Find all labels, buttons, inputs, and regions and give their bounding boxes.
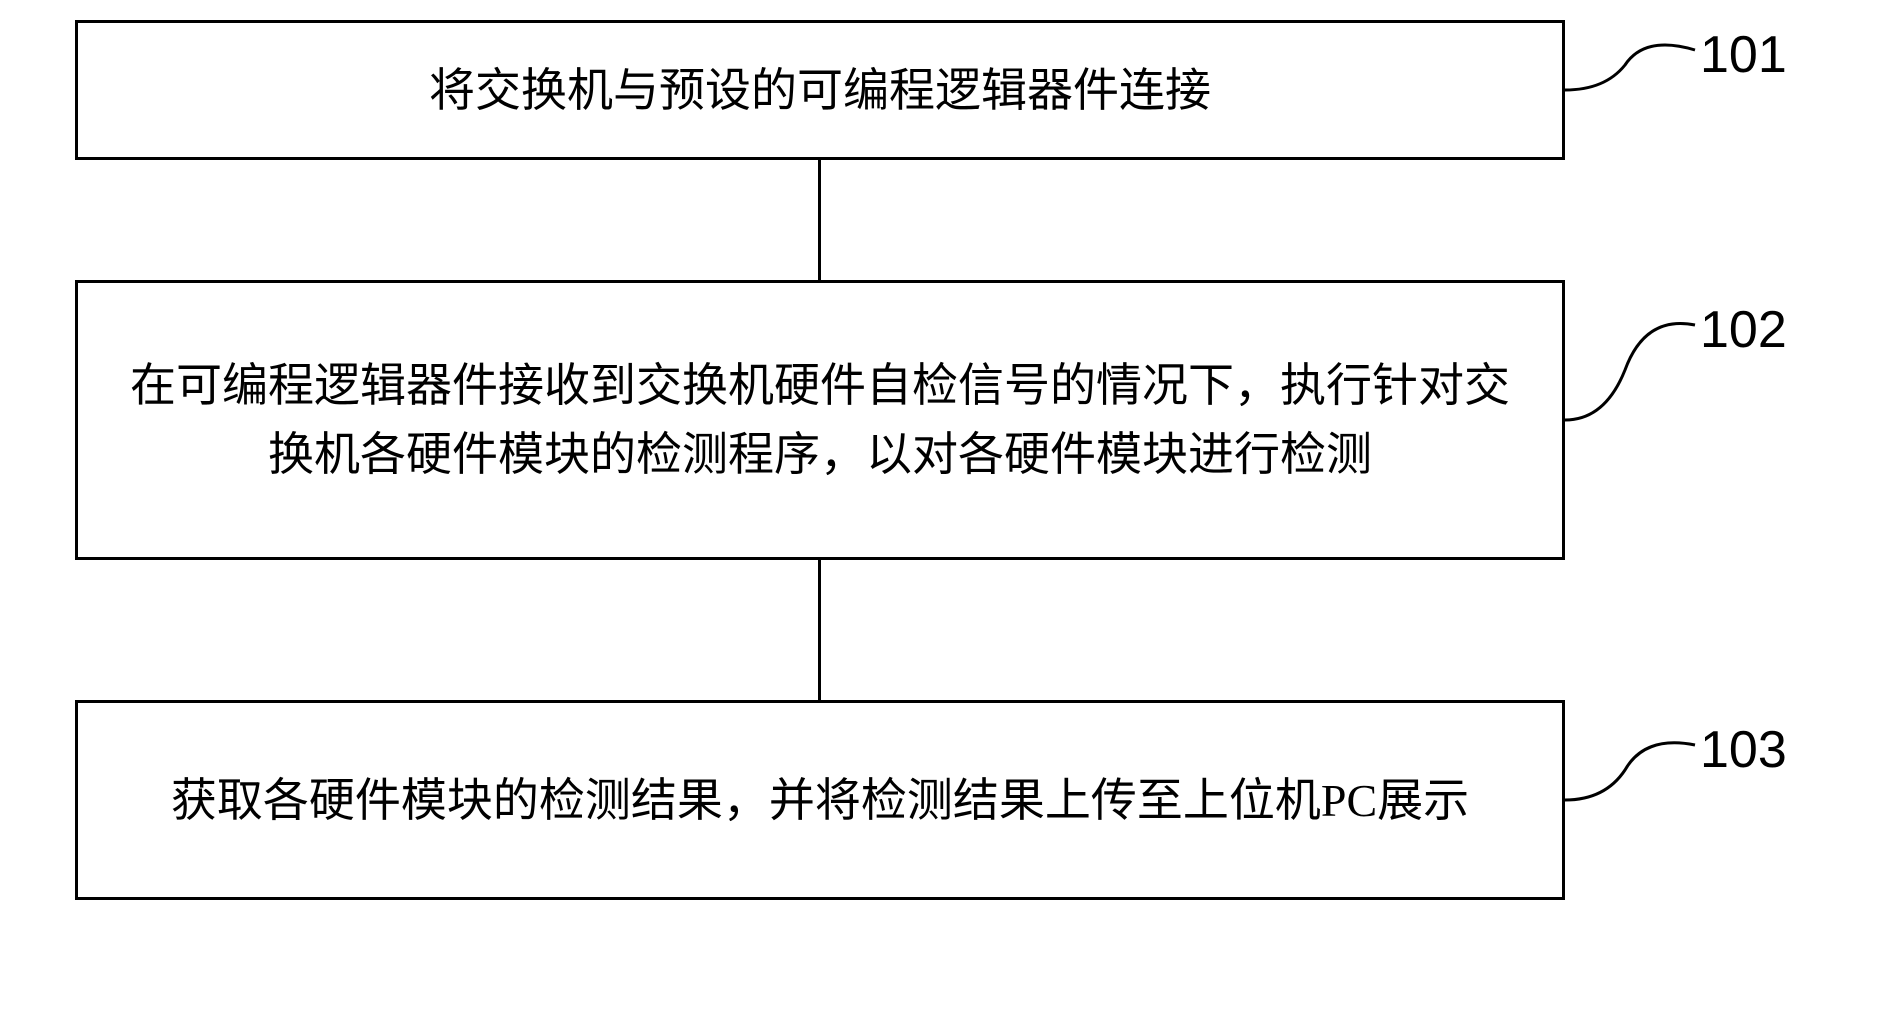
label-101: 101 [1700, 25, 1787, 85]
flowchart-container: 将交换机与预设的可编程逻辑器件连接 在可编程逻辑器件接收到交换机硬件自检信号的情… [0, 0, 1883, 1034]
curve-2 [1565, 300, 1700, 430]
flowchart-box-3: 获取各硬件模块的检测结果，并将检测结果上传至上位机PC展示 [75, 700, 1565, 900]
connector-1-2 [818, 160, 821, 280]
box-2-text: 在可编程逻辑器件接收到交换机硬件自检信号的情况下，执行针对交换机各硬件模块的检测… [118, 351, 1522, 489]
label-102: 102 [1700, 300, 1787, 360]
curve-1 [1565, 25, 1700, 105]
box-3-text: 获取各硬件模块的检测结果，并将检测结果上传至上位机PC展示 [171, 766, 1469, 835]
connector-2-3 [818, 560, 821, 700]
flowchart-box-2: 在可编程逻辑器件接收到交换机硬件自检信号的情况下，执行针对交换机各硬件模块的检测… [75, 280, 1565, 560]
label-103: 103 [1700, 720, 1787, 780]
flowchart-box-1: 将交换机与预设的可编程逻辑器件连接 [75, 20, 1565, 160]
box-1-text: 将交换机与预设的可编程逻辑器件连接 [429, 56, 1211, 125]
curve-3 [1565, 720, 1700, 810]
